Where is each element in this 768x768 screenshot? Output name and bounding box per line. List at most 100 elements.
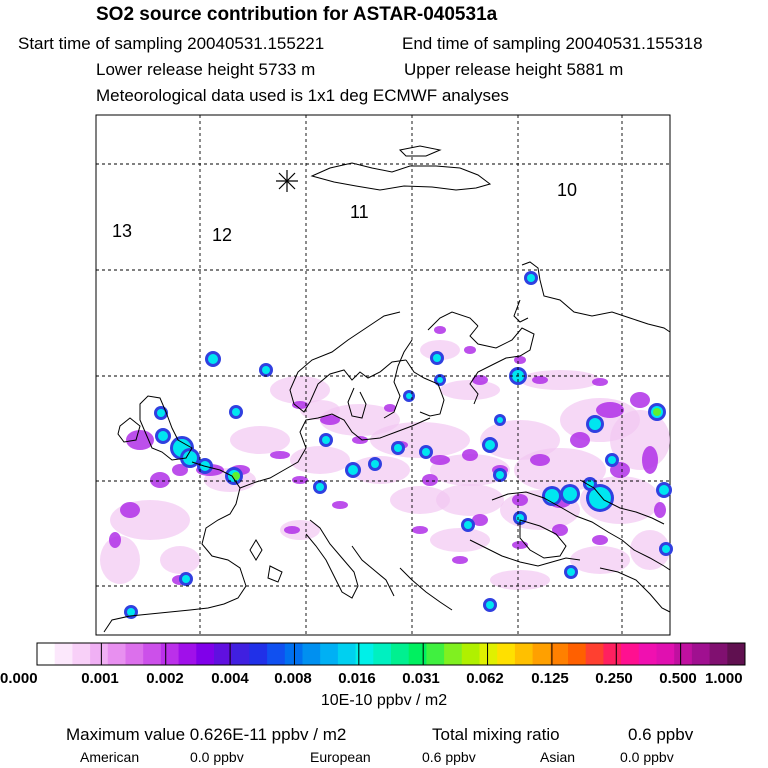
- strong-plume-core: [589, 418, 601, 430]
- strong-plume-core: [563, 487, 577, 501]
- scale-label-0: 0.000: [0, 670, 38, 687]
- scale-label-5: 0.016: [338, 670, 376, 687]
- medium-plume: [630, 392, 650, 408]
- color-swatch: [426, 643, 445, 665]
- faint-plume: [270, 376, 330, 404]
- color-swatch: [373, 643, 392, 665]
- color-swatch: [54, 643, 73, 665]
- strong-plume-core: [437, 377, 443, 383]
- color-swatch: [638, 643, 657, 665]
- medium-plume: [464, 346, 476, 354]
- scale-label-2: 0.002: [146, 670, 184, 687]
- strong-plume-core: [659, 485, 669, 495]
- faint-plume: [230, 426, 290, 454]
- medium-plume: [332, 501, 348, 509]
- color-scale-bar: [36, 642, 746, 666]
- medium-plume: [320, 415, 340, 425]
- color-swatch: [568, 643, 587, 665]
- asian-value: 0.0 ppbv: [620, 749, 674, 765]
- scale-label-10: 0.500: [659, 670, 697, 687]
- medium-plume: [512, 494, 528, 506]
- color-swatch: [355, 643, 374, 665]
- sector-label-10: 10: [557, 180, 577, 200]
- american-label: American: [80, 749, 140, 765]
- color-swatch: [532, 643, 551, 665]
- faint-plume: [430, 454, 510, 486]
- faint-plume: [436, 484, 504, 516]
- color-swatch: [90, 643, 109, 665]
- peak-plume: [653, 408, 661, 416]
- scale-label-4: 0.008: [274, 670, 312, 687]
- color-swatch: [603, 643, 622, 665]
- faint-plume: [440, 380, 500, 400]
- color-swatch: [214, 643, 233, 665]
- color-swatch: [337, 643, 356, 665]
- color-swatch: [267, 643, 286, 665]
- color-swatch: [585, 643, 604, 665]
- faint-plume: [290, 446, 350, 474]
- color-swatch: [709, 643, 728, 665]
- color-swatch: [196, 643, 215, 665]
- coastlines: [103, 145, 671, 633]
- scale-label-3: 0.004: [211, 670, 249, 687]
- european-value: 0.6 ppbv: [422, 749, 476, 765]
- medium-plume: [284, 526, 300, 534]
- medium-plume: [472, 514, 488, 526]
- scale-label-11: 1.000: [705, 670, 743, 687]
- strong-plume-core: [662, 545, 670, 553]
- medium-plume: [384, 404, 396, 412]
- strong-plume-core: [316, 483, 324, 491]
- medium-plume: [352, 436, 368, 444]
- color-swatch: [674, 643, 693, 665]
- start-time-label: Start time of sampling 20040531.155221: [18, 34, 325, 53]
- faint-plume: [520, 370, 600, 390]
- medium-plume: [592, 535, 608, 545]
- strong-plume-core: [348, 465, 358, 475]
- color-swatch: [497, 643, 516, 665]
- medium-plume: [172, 464, 188, 476]
- faint-plume: [420, 340, 460, 360]
- color-swatch: [125, 643, 144, 665]
- end-time-label: End time of sampling 20040531.155318: [402, 34, 703, 53]
- faint-plume: [350, 456, 410, 484]
- strong-plume-core: [527, 274, 535, 282]
- medium-plume: [592, 378, 608, 386]
- strong-plume-core: [486, 601, 494, 609]
- color-swatch: [391, 643, 410, 665]
- strong-plume-core: [545, 489, 559, 503]
- upper-height-label: Upper release height 5881 m: [404, 60, 624, 79]
- medium-plume: [532, 376, 548, 384]
- medium-plume: [434, 326, 446, 334]
- faint-plume: [160, 546, 200, 574]
- strong-plume-core: [158, 431, 168, 441]
- strong-plume-core: [232, 408, 240, 416]
- medium-plume: [654, 502, 666, 518]
- strong-plume-core: [496, 471, 504, 479]
- color-swatch: [37, 643, 56, 665]
- color-swatch: [249, 643, 268, 665]
- color-scale-frame: [36, 642, 746, 666]
- scale-label-6: 0.031: [402, 670, 440, 687]
- strong-plume-core: [394, 444, 402, 452]
- color-swatch: [461, 643, 480, 665]
- faint-plume: [430, 528, 490, 552]
- color-swatch: [691, 643, 710, 665]
- medium-plume: [642, 446, 658, 474]
- medium-plume: [514, 356, 526, 364]
- faint-plume: [320, 404, 400, 436]
- color-swatch: [320, 643, 339, 665]
- color-swatch: [160, 643, 179, 665]
- medium-plume: [596, 402, 624, 418]
- medium-plume: [422, 474, 438, 486]
- medium-plume: [530, 454, 550, 466]
- medium-plume: [570, 432, 590, 448]
- medium-plume: [452, 556, 468, 564]
- strong-plume-core: [567, 568, 575, 576]
- color-swatch: [302, 643, 321, 665]
- color-swatch: [107, 643, 126, 665]
- american-value: 0.0 ppbv: [190, 749, 244, 765]
- scale-label-7: 0.062: [466, 670, 504, 687]
- color-swatch: [231, 643, 250, 665]
- color-swatch: [178, 643, 197, 665]
